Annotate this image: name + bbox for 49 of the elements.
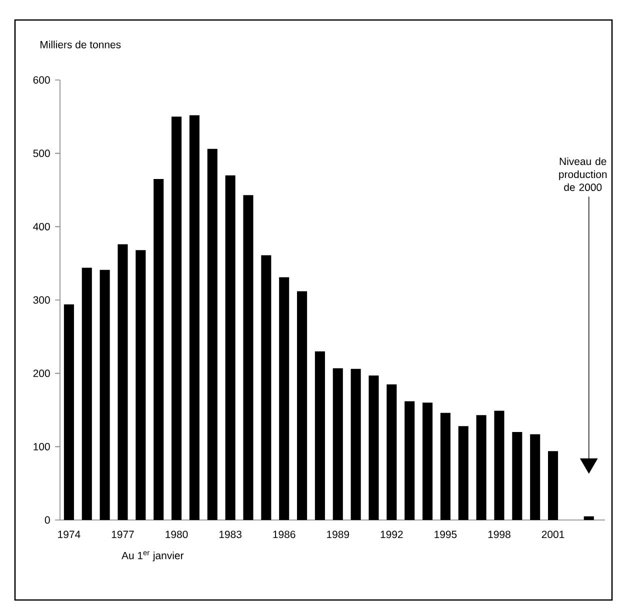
bar — [189, 115, 200, 520]
y-tick-label: 400 — [33, 222, 50, 230]
x-tick-label: 1989 — [327, 530, 350, 538]
bar — [136, 250, 146, 520]
bar — [118, 244, 128, 520]
bar — [512, 432, 522, 520]
bar — [404, 401, 415, 520]
bar — [368, 376, 379, 520]
bar — [243, 195, 254, 520]
y-axis-title: Milliers de tonnes — [40, 40, 121, 48]
x-tick-label: 1992 — [380, 530, 403, 538]
bar — [64, 304, 74, 520]
bar — [314, 351, 325, 520]
bar — [476, 415, 486, 520]
y-tick-label: 0 — [44, 516, 50, 524]
bar — [458, 426, 468, 520]
bar — [82, 268, 92, 520]
bar — [548, 451, 558, 520]
x-tick-label: 1983 — [219, 530, 242, 538]
bar — [332, 368, 343, 520]
y-tick-label: 300 — [33, 296, 50, 304]
x-tick-label: 1998 — [488, 530, 510, 538]
bar — [350, 368, 361, 520]
x-tick-label: 1974 — [58, 530, 80, 538]
bar — [386, 384, 397, 520]
bar — [100, 270, 110, 520]
x-tick-label: 2001 — [542, 530, 564, 538]
bar — [172, 116, 182, 520]
y-tick-label: 100 — [34, 442, 50, 450]
y-tick-label: 500 — [33, 150, 50, 158]
bar — [154, 179, 164, 520]
bar — [225, 175, 236, 520]
x-tick-label: 1977 — [112, 530, 134, 538]
x-tick-label: 1986 — [273, 530, 296, 538]
y-tick-label: 200 — [33, 370, 50, 378]
bar — [494, 410, 504, 520]
bar — [422, 402, 433, 520]
bar — [297, 291, 308, 520]
bar — [261, 255, 272, 520]
x-tick-label: 1980 — [166, 530, 188, 538]
annotation: Niveau de production de 2000 — [559, 157, 607, 192]
bar — [530, 434, 540, 520]
bar — [440, 412, 450, 520]
y-tick-label: 600 — [33, 76, 50, 84]
bar — [584, 516, 594, 520]
x-tick-label: 1995 — [434, 530, 457, 538]
bar — [207, 148, 218, 520]
x-axis-title: Au 1$^{er}$ janvier — [122, 551, 184, 562]
bar — [279, 277, 290, 520]
